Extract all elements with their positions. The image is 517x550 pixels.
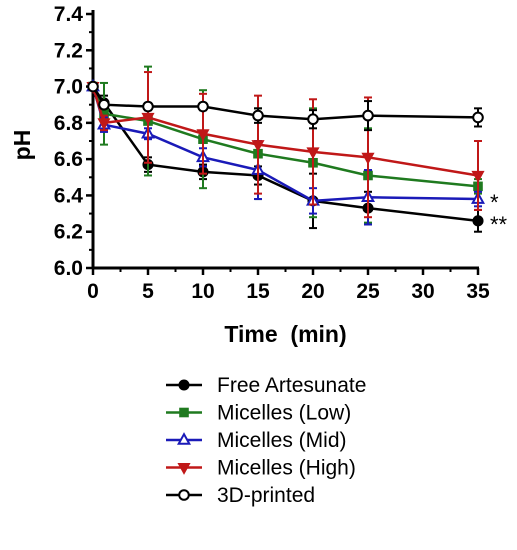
axes: 6.0 6.2 6.4 6.6 6.8 7.0 7.2 7.4 0 5 10 15 20 25 30 35 Ti… (9, 3, 490, 347)
data-point (98, 98, 110, 111)
y-tick-label: 6.8 (54, 112, 84, 135)
series-4 (87, 80, 484, 132)
x-tick-label: 20 (301, 280, 324, 303)
x-tick-label: 35 (466, 280, 490, 303)
legend-label: Micelles (High) (217, 457, 356, 480)
x-tick-label: 30 (411, 280, 434, 303)
y-tick-label: 6.2 (54, 221, 83, 244)
legend-label: Micelles (Mid) (217, 429, 347, 452)
series-3 (86, 71, 485, 219)
legend-marker (178, 489, 190, 501)
data-point (472, 215, 484, 227)
series-line (91, 86, 479, 203)
legend-item: Micelles (High) (166, 457, 356, 480)
data-point (87, 80, 99, 93)
legend-marker (178, 379, 190, 391)
y-tick-label: 7.2 (54, 39, 83, 62)
data-point (472, 111, 484, 124)
data-point (252, 109, 264, 122)
legend: Free Artesunate Micelles (Low) Micelles (M… (166, 374, 366, 507)
legend-label: Micelles (Low) (217, 402, 351, 425)
data-point (307, 113, 319, 126)
legend-label: Free Artesunate (217, 374, 366, 397)
legend-label: 3D-printed (217, 484, 315, 507)
y-tick-label: 6.0 (54, 257, 83, 280)
data-point (471, 170, 485, 183)
data-point (362, 109, 374, 122)
legend-item: Micelles (Low) (166, 402, 351, 425)
data-point (99, 108, 109, 119)
y-tick-label: 7.4 (54, 3, 84, 26)
significance-marker: * (490, 190, 499, 215)
series-line (91, 85, 479, 121)
x-axis-title: Time (min) (224, 321, 346, 347)
significance-marker: ** (490, 212, 508, 237)
data-point (141, 112, 155, 125)
x-tick-label: 15 (246, 280, 270, 303)
y-tick-label: 7.0 (54, 76, 83, 99)
legend-item: 3D-printed (166, 484, 315, 507)
data-point (196, 129, 210, 142)
x-tick-label: 25 (356, 280, 380, 303)
x-tick-label: 5 (142, 280, 154, 303)
legend-marker (179, 407, 189, 418)
legend-marker (177, 432, 191, 445)
data-point (97, 118, 111, 131)
series-line (91, 86, 479, 177)
data-point (251, 140, 265, 152)
series-line (91, 85, 479, 223)
y-axis-title: pH (9, 130, 35, 161)
series-layer (86, 65, 485, 233)
legend-marker (177, 462, 191, 475)
legend-item: Free Artesunate (166, 374, 366, 397)
data-point (197, 100, 209, 113)
series-line (91, 86, 479, 188)
x-tick-label: 0 (87, 280, 99, 303)
annotation-layer: *** (490, 190, 508, 237)
legend-item: Micelles (Mid) (166, 429, 347, 452)
y-tick-label: 6.6 (54, 148, 83, 171)
x-tick-label: 10 (191, 280, 214, 303)
data-point (306, 147, 320, 160)
data-point (361, 152, 375, 165)
data-point (142, 100, 154, 113)
y-tick-label: 6.4 (54, 184, 84, 207)
